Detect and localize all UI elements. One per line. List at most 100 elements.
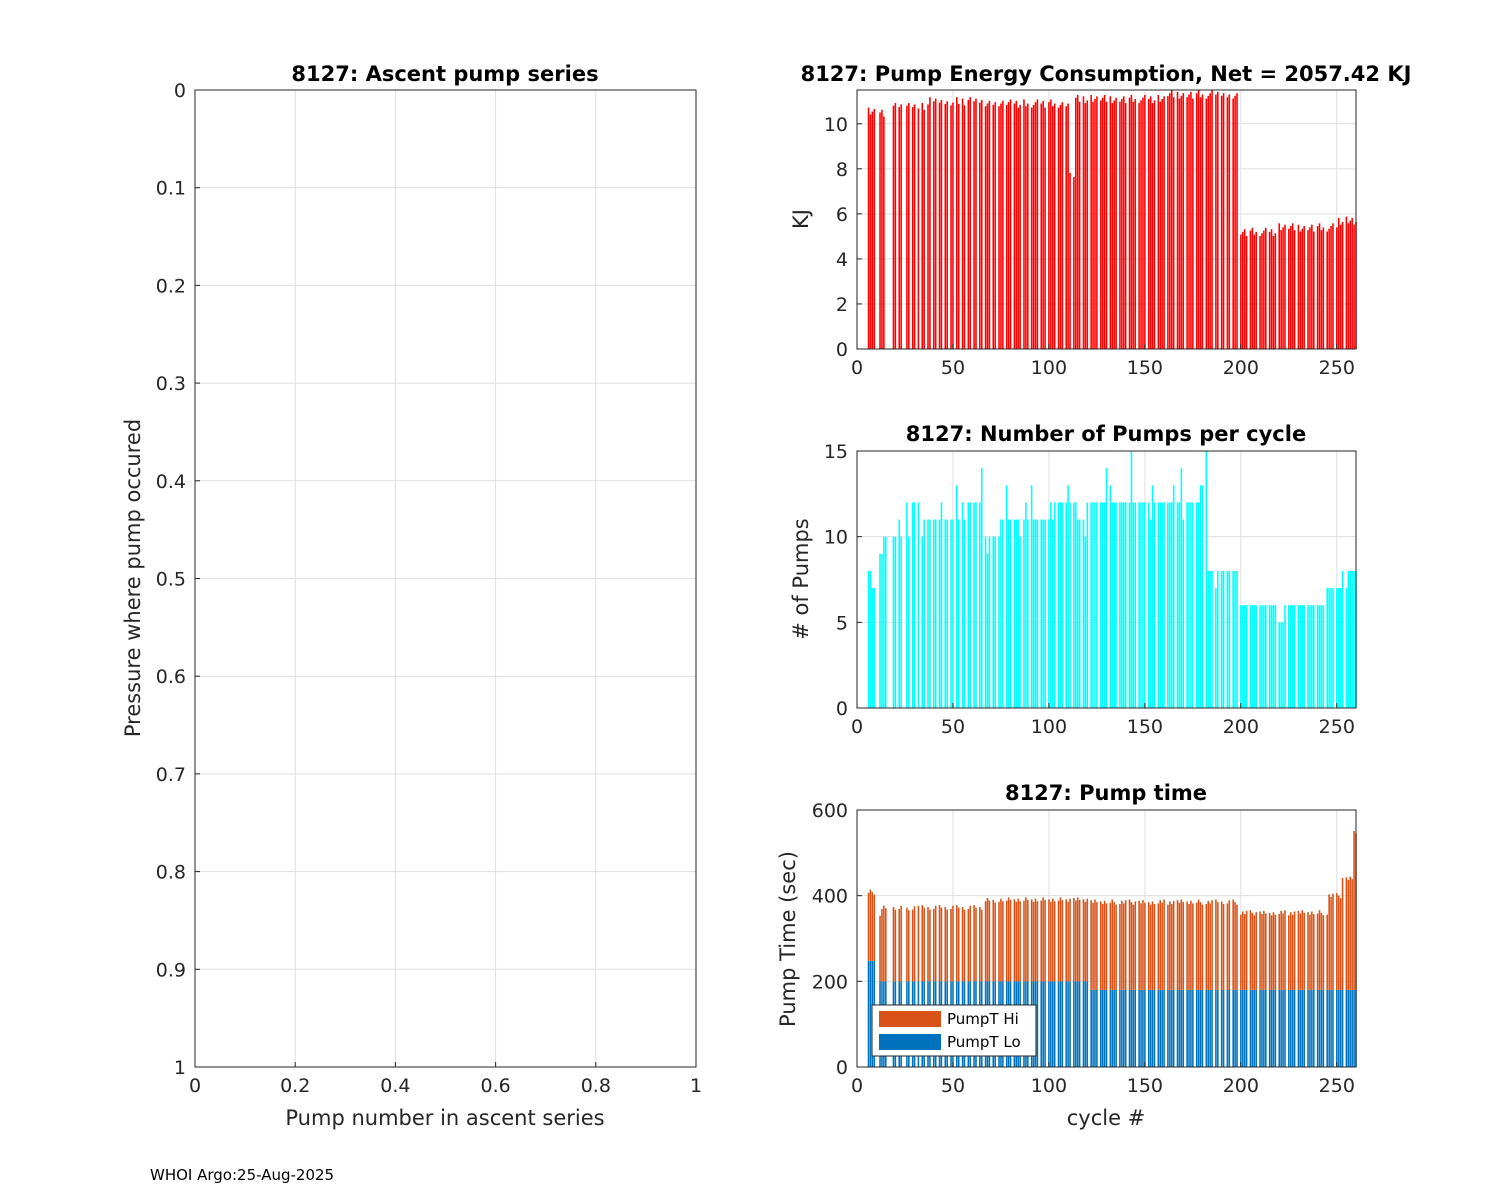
- pumpt-lo-bar: [1288, 989, 1290, 1067]
- pumpt-hi-bar: [1236, 904, 1238, 990]
- energy-bar: [1067, 103, 1069, 349]
- energy-bar: [1226, 97, 1229, 349]
- energy-bar: [1268, 231, 1271, 349]
- pumpt-hi-bar: [1232, 899, 1234, 990]
- pumpt-lo-bar: [1050, 981, 1052, 1067]
- pumps-bar: [1303, 605, 1305, 708]
- pumpt-lo-bar: [1311, 989, 1313, 1067]
- energy-bar: [1032, 104, 1035, 349]
- energy-bar: [1082, 96, 1085, 349]
- ascent-xtick-label: 0.6: [480, 1075, 510, 1097]
- energy-bar: [1167, 95, 1169, 349]
- pumpt-hi-bar: [1000, 898, 1002, 982]
- energy-bar: [1345, 216, 1348, 349]
- energy-bar: [1075, 97, 1077, 349]
- pumps-bar: [940, 502, 943, 708]
- pumpt-hi-bar: [1096, 902, 1098, 990]
- energy-bar: [894, 103, 897, 349]
- pumpt-hi-bar: [1192, 903, 1194, 990]
- pumptime-xtick-label: 0: [851, 1075, 863, 1097]
- pumps-bar: [1220, 570, 1223, 708]
- energy-bar: [1078, 101, 1081, 349]
- pumpt-hi-bar: [1002, 901, 1004, 982]
- pumpt-lo-bar: [1138, 989, 1140, 1067]
- energy-bar: [1301, 228, 1304, 349]
- pumps-bar: [1297, 605, 1300, 708]
- pumpt-hi-bar: [1151, 901, 1154, 990]
- pumpt-hi-bar: [1048, 899, 1050, 982]
- pumpt-hi-bar: [1284, 910, 1286, 990]
- pumpt-hi-bar: [900, 905, 902, 982]
- pumpt-hi-bar: [1122, 903, 1125, 990]
- energy-bar: [1023, 99, 1025, 349]
- pumpt-hi-bar: [1211, 900, 1213, 990]
- energy-bar: [988, 100, 991, 350]
- pumpt-hi-bar: [1050, 901, 1052, 982]
- energy-bar: [1349, 220, 1352, 349]
- energy-bar: [1057, 107, 1060, 349]
- pumpt-lo-bar: [1259, 989, 1261, 1067]
- pumpt-lo-bar: [1274, 989, 1277, 1067]
- pumps-bar: [1251, 605, 1254, 708]
- energy-bar: [867, 107, 870, 349]
- pumpt-hi-bar: [1073, 898, 1075, 982]
- pumps-bar: [1190, 502, 1192, 708]
- energy-bar: [1036, 99, 1039, 349]
- pumpt-lo-bar: [1251, 989, 1254, 1067]
- pumpt-lo-bar: [1121, 989, 1123, 1067]
- pumps-bar: [1122, 502, 1125, 708]
- pumpt-lo-bar: [1232, 989, 1234, 1067]
- energy-bar: [1025, 106, 1027, 349]
- pumpt-lo-bar: [1132, 989, 1135, 1067]
- pumpt-lo-bar: [1351, 989, 1353, 1067]
- pumpt-hi-bar: [1330, 896, 1332, 990]
- pumpt-lo-bar: [1263, 989, 1265, 1067]
- pumps-bar: [1025, 502, 1027, 708]
- pumps-bar: [1259, 605, 1261, 708]
- pumps-bar: [1353, 570, 1355, 708]
- pumps-bar: [1217, 570, 1219, 708]
- pumps-bar: [921, 536, 924, 708]
- pumps-bar: [1075, 502, 1077, 708]
- pumpt-hi-bar: [1134, 901, 1137, 990]
- pumpt-hi-bar: [994, 902, 996, 982]
- pumpt-hi-bar: [946, 909, 948, 982]
- pumpt-hi-bar: [1115, 904, 1117, 990]
- pumps-bar: [908, 536, 910, 708]
- energy-bar: [1232, 98, 1234, 349]
- pumpt-hi-bar: [1149, 904, 1152, 990]
- energy-bar: [1263, 230, 1265, 349]
- pumps-bar: [1090, 502, 1092, 708]
- pumps-bar: [1036, 519, 1039, 708]
- energy-bar: [1199, 97, 1202, 349]
- energy-bar: [1180, 95, 1183, 349]
- pumpt-lo-bar: [1124, 989, 1127, 1067]
- energy-bar: [879, 112, 881, 350]
- pumps-bar: [1201, 485, 1204, 708]
- pumpt-lo-bar: [1103, 989, 1106, 1067]
- pumpt-hi-bar: [873, 894, 876, 961]
- legend-label-lo: PumpT Lo: [947, 1033, 1021, 1051]
- pumps-bar: [1347, 570, 1350, 708]
- pumpt-lo-bar: [1040, 981, 1043, 1067]
- energy-ytick-label: 2: [836, 294, 848, 316]
- pumpt-lo-bar: [1353, 989, 1355, 1067]
- pumpt-hi-bar: [984, 901, 987, 982]
- pumpt-hi-bar: [1186, 901, 1188, 990]
- pumpt-hi-bar: [1019, 901, 1021, 982]
- pumps-bar: [883, 536, 885, 708]
- pumpt-hi-bar: [940, 907, 943, 982]
- pumps-bar: [1013, 519, 1016, 708]
- pumpt-hi-bar: [952, 905, 954, 982]
- pumpt-lo-bar: [1249, 989, 1252, 1067]
- pumps-bar: [894, 536, 897, 708]
- pumps-bar: [992, 536, 995, 708]
- pumpt-hi-bar: [1042, 897, 1044, 982]
- pumpt-lo-bar: [1301, 989, 1304, 1067]
- energy-bar: [1259, 235, 1261, 349]
- pumpt-hi-bar: [1159, 900, 1162, 990]
- ascent-ytick-label: 0.3: [156, 373, 186, 395]
- energy-bar: [1299, 231, 1302, 349]
- energy-bar: [1351, 217, 1353, 349]
- pumps-bar: [1215, 588, 1217, 708]
